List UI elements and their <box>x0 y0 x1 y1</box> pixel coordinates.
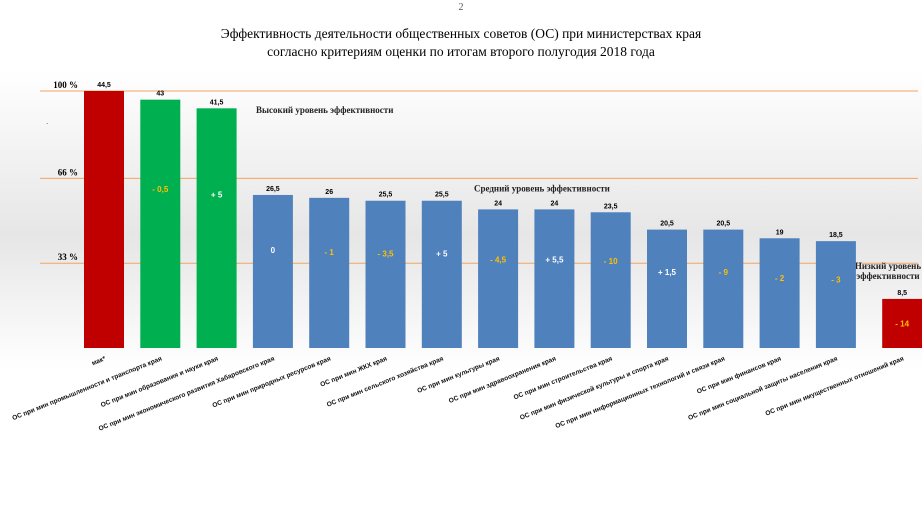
bar-change-label: 0 <box>271 246 276 255</box>
chart-title: Эффективность деятельности общественных … <box>0 25 922 61</box>
bar-change-label: - 9 <box>719 268 729 277</box>
level-zone-label: Высокий уровень эффективности <box>256 105 393 115</box>
level-percent-label: 66 % <box>58 167 78 177</box>
bar-value-label: 41,5 <box>210 99 224 106</box>
bar-value-label: 44,5 <box>97 82 111 89</box>
bar-value-label: 25,5 <box>379 192 393 199</box>
stray-mark: . <box>46 117 48 126</box>
bar-change-label: + 5 <box>436 250 448 259</box>
bar <box>647 229 687 348</box>
bar-value-label: 20,5 <box>660 221 674 228</box>
bar <box>478 209 519 348</box>
level-percent-label: 100 % <box>53 80 78 90</box>
bar <box>84 91 124 348</box>
bar-value-label: 26,5 <box>266 186 280 193</box>
bar <box>421 200 462 348</box>
bar-change-label: + 1,5 <box>658 268 677 277</box>
bar-value-label: 23,5 <box>604 203 618 210</box>
bar-value-label: 24 <box>494 200 502 207</box>
bar-change-label: - 3 <box>831 276 841 285</box>
bar-change-label: - 14 <box>895 319 909 328</box>
level-percent-label: 33 % <box>58 252 78 262</box>
bar <box>882 298 922 348</box>
bar-change-label: - 0,5 <box>152 185 169 194</box>
bar <box>703 229 744 348</box>
bar-value-label: 18,5 <box>829 232 843 239</box>
bar <box>140 99 181 348</box>
bar-value-label: 20,5 <box>716 221 730 228</box>
level-zone-label: Низкий уровень эффективности <box>855 261 921 281</box>
bar <box>534 209 575 348</box>
bar-value-label: 43 <box>156 91 164 98</box>
bar-change-label: + 5,5 <box>545 255 564 264</box>
bar-change-label: - 4,5 <box>490 255 507 264</box>
level-zone-label: Средний уровень эффективности <box>474 183 610 193</box>
page-number: 2 <box>458 2 464 13</box>
bar <box>815 241 856 348</box>
chart-title-line-1: Эффективность деятельности общественных … <box>220 26 702 41</box>
bar-change-label: - 2 <box>775 274 785 283</box>
bar-value-label: 26 <box>325 189 333 196</box>
bar-change-label: + 5 <box>211 191 223 200</box>
bar <box>590 212 631 348</box>
chart-title-line-2: согласно критериям оценки по итогам втор… <box>267 44 655 59</box>
bar-value-label: 25,5 <box>435 192 449 199</box>
bar-change-label: - 1 <box>325 248 335 257</box>
bar-value-label: 19 <box>776 229 784 236</box>
bar-change-label: - 10 <box>604 257 618 266</box>
bar-value-label: 24 <box>551 200 559 207</box>
bar <box>252 194 293 348</box>
bar <box>365 200 406 348</box>
bar <box>309 197 350 348</box>
bar-change-label: - 3,5 <box>377 250 394 259</box>
bar-value-label: 8,5 <box>897 290 907 297</box>
bar <box>759 238 800 348</box>
bar <box>196 108 237 349</box>
